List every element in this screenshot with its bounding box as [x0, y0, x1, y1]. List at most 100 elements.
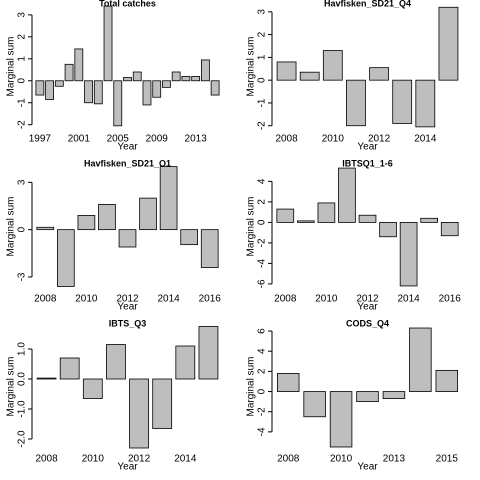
y-tick-label: -4 [257, 259, 268, 268]
y-tick-label: 0 [257, 77, 268, 83]
bar [409, 327, 432, 392]
bar [113, 80, 123, 127]
bar [346, 79, 366, 127]
bar [210, 80, 220, 96]
y-tick-label: -1 [17, 98, 28, 107]
bar [171, 71, 181, 82]
x-tick-label: 2013 [383, 454, 406, 465]
bar [152, 378, 173, 429]
bar [435, 369, 459, 392]
x-tick-label: 2014 [414, 134, 437, 145]
bar [392, 79, 413, 124]
bar [369, 67, 389, 81]
y-axis-label: Marginal sum [6, 356, 17, 416]
bar [93, 80, 103, 105]
bar [123, 77, 132, 82]
bar [317, 202, 336, 223]
y-tick-label: 2 [257, 368, 268, 374]
bar [201, 59, 210, 82]
x-tick-label: 2001 [68, 134, 91, 145]
y-axis-label: Marginal sum [246, 196, 257, 256]
x-tick-label: 2010 [75, 294, 98, 305]
bar [379, 221, 397, 238]
x-tick-label: 2008 [277, 454, 300, 465]
x-tick-label: 2008 [34, 294, 57, 305]
x-tick-label: 2010 [330, 454, 353, 465]
x-tick-label: 2009 [146, 134, 169, 145]
x-tick-label: 2008 [35, 454, 58, 465]
y-tick-label: 3 [17, 12, 28, 18]
x-tick-label: 2012 [368, 134, 391, 145]
bar [175, 345, 196, 380]
x-tick-label: 2010 [315, 294, 338, 305]
bar [84, 80, 93, 104]
y-tick-label: -1.0 [17, 400, 28, 418]
y-axis-label: Marginal sum [6, 196, 17, 256]
bar [180, 229, 198, 246]
bar [103, 5, 113, 82]
y-tick-label: -2 [257, 121, 268, 130]
y-tick-label: 3 [17, 179, 28, 185]
x-tick-label: 2008 [275, 134, 298, 145]
bar [82, 378, 103, 399]
bar [159, 166, 178, 231]
x-tick-label: 2015 [436, 454, 459, 465]
bar [54, 80, 64, 87]
chart-title: Havfisken_SD21_Q1 [84, 158, 171, 168]
y-tick-label: -2.0 [17, 430, 28, 448]
x-tick-label: 2010 [322, 134, 345, 145]
x-tick-label: 2014 [157, 294, 180, 305]
y-tick-label: 2 [257, 31, 268, 37]
y-tick-label: 6 [257, 328, 268, 334]
bar [64, 63, 74, 82]
y-axis-label: Marginal sum [6, 36, 17, 96]
y-tick-label: -2 [257, 238, 268, 247]
x-tick-label: 2016 [199, 294, 222, 305]
x-axis-label: Year [117, 302, 138, 313]
bar [420, 217, 438, 223]
x-tick-label: 2008 [274, 294, 297, 305]
x-axis-label: Year [117, 142, 138, 153]
y-tick-label: 1 [17, 56, 28, 62]
x-tick-label: 2012 [128, 454, 151, 465]
y-tick-label: -2 [257, 407, 268, 416]
bar [162, 80, 171, 88]
bar [299, 71, 320, 81]
chart-title: Havfisken_SD21_Q4 [324, 0, 411, 8]
y-tick-label: 0 [17, 226, 28, 232]
bar [191, 75, 201, 82]
bar [303, 391, 326, 418]
bar [74, 48, 84, 82]
bar [106, 344, 126, 380]
bar [198, 326, 219, 380]
y-tick-label: -1 [257, 98, 268, 107]
bar [338, 167, 356, 223]
bar [129, 378, 149, 449]
y-tick-label: 4 [257, 348, 268, 354]
bar [142, 80, 152, 106]
chart-title: Total catches [99, 0, 156, 8]
bar [356, 391, 379, 403]
bar [36, 226, 55, 231]
x-tick-label: 1997 [29, 134, 52, 145]
x-tick-label: 2005 [107, 134, 130, 145]
bar [399, 221, 418, 287]
y-axis-label: Marginal sum [246, 356, 257, 416]
y-tick-label: 0 [257, 388, 268, 394]
y-axis-label: Marginal sum [246, 36, 257, 96]
bar [181, 75, 191, 82]
bar [35, 80, 45, 96]
chart-title: IBTSQ1_1-6 [342, 158, 393, 168]
y-tick-label: 1 [257, 54, 268, 60]
bar [382, 391, 406, 399]
bar [45, 80, 54, 100]
x-tick-label: 2012 [356, 294, 379, 305]
bar [118, 229, 137, 248]
x-tick-label: 2014 [397, 294, 420, 305]
x-tick-label: 2013 [185, 134, 208, 145]
bar [59, 357, 80, 380]
y-tick-label: 0 [17, 78, 28, 84]
y-tick-label: 3 [257, 9, 268, 15]
bar [200, 229, 219, 268]
